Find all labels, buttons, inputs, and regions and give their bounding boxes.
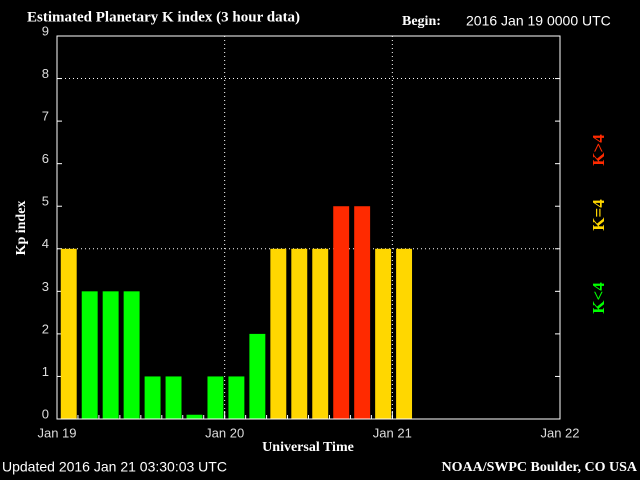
legend-label: K=4 [589,199,608,231]
bar [354,206,371,419]
x-axis-label: Universal Time [262,440,354,455]
y-tick-label: 9 [42,23,49,38]
bar [123,291,140,419]
y-tick-label: 4 [42,236,49,251]
plot-frame [56,35,561,420]
x-tick-label: Jan 19 [37,425,76,440]
begin-label: Begin: [402,14,441,29]
y-tick-label: 7 [42,109,49,124]
legend-label: K>4 [589,134,608,166]
y-tick-label: 2 [42,321,49,336]
updated: Updated 2016 Jan 21 03:30:03 UTC [2,459,227,475]
bar [60,248,77,419]
bar [270,248,287,419]
bar [228,376,245,419]
y-axis-label: Kp index [14,201,29,256]
bar [249,333,266,419]
bar [333,206,350,419]
x-tick-label: Jan 21 [373,425,412,440]
bar [396,248,413,419]
y-tick-label: 6 [42,151,49,166]
x-tick-label: Jan 20 [205,425,244,440]
bar [312,248,329,419]
begin-value: 2016 Jan 19 0000 UTC [466,13,611,29]
bar [291,248,308,419]
chart-title: Estimated Planetary K index (3 hour data… [27,9,300,25]
bar [144,376,161,419]
x-tick-label: Jan 22 [540,425,579,440]
bar [102,291,119,419]
y-tick-label: 3 [42,279,49,294]
y-tick-label: 8 [42,66,49,81]
legend-label: K<4 [589,282,608,314]
y-tick-label: 0 [42,406,49,421]
source: NOAA/SWPC Boulder, CO USA [441,460,637,475]
y-tick-label: 1 [42,364,49,379]
bar [81,291,98,419]
bar [186,414,203,419]
bar [165,376,182,419]
bar [375,248,392,419]
y-tick-label: 5 [42,194,49,209]
bar [207,376,224,419]
